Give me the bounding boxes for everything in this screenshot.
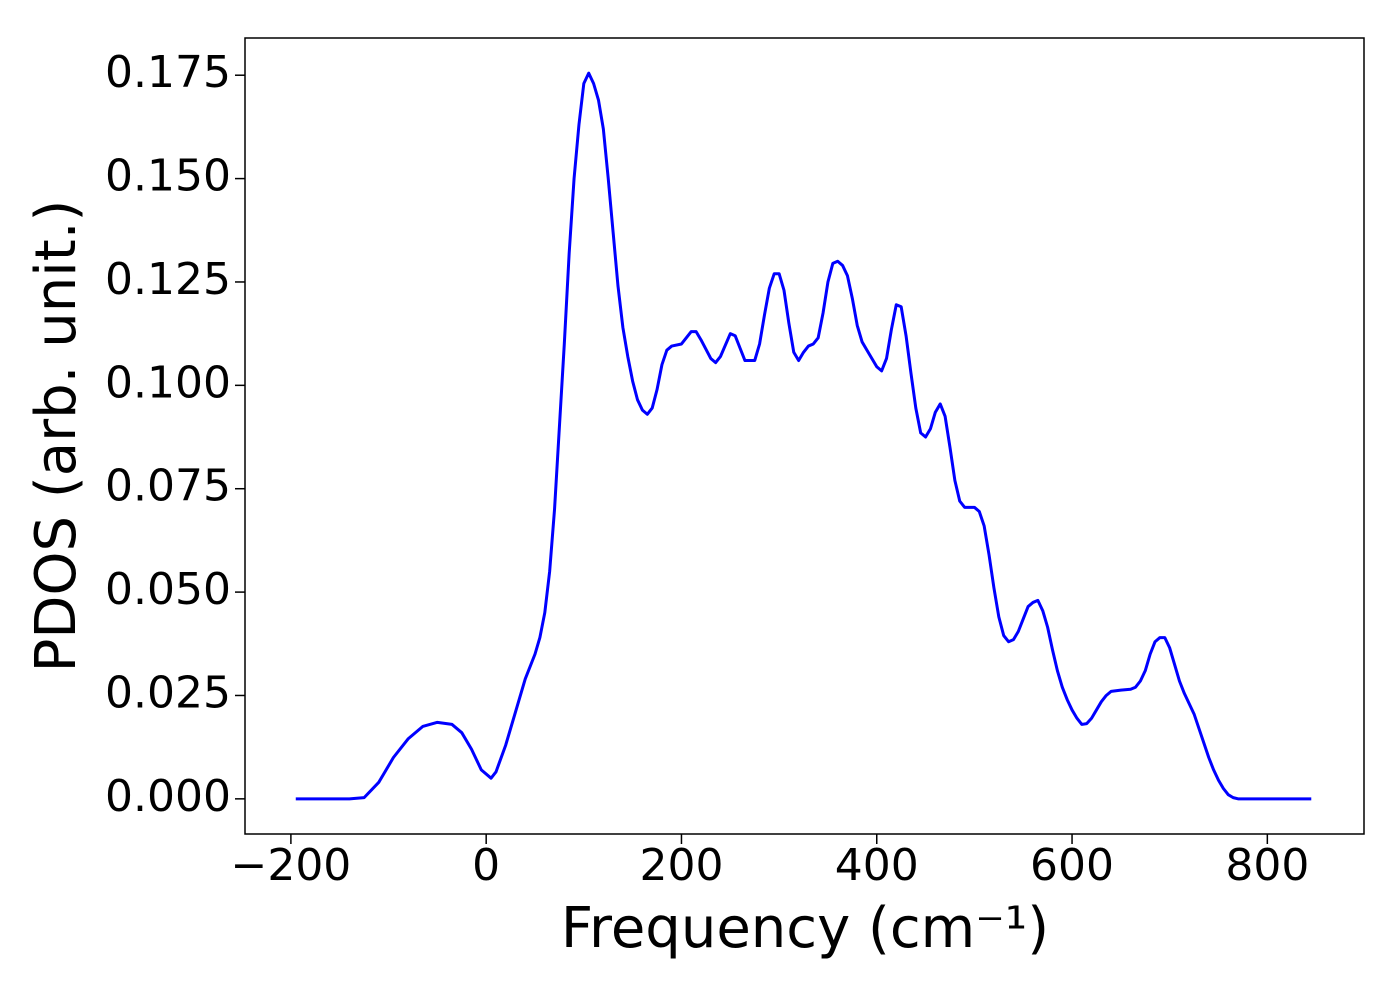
y-tick-label: 0.150 bbox=[105, 151, 231, 202]
plot-frame bbox=[244, 37, 1365, 835]
y-tick-label: 0.125 bbox=[105, 254, 231, 305]
y-tick-label: 0.050 bbox=[105, 564, 231, 615]
x-axis-label: Frequency (cm⁻¹) bbox=[561, 896, 1049, 961]
x-tick-label: 600 bbox=[1030, 840, 1114, 891]
x-tick-label: 0 bbox=[472, 840, 500, 891]
y-tick-label: 0.025 bbox=[105, 667, 231, 718]
y-tick-label: 0.000 bbox=[105, 771, 231, 822]
x-tick-label: 800 bbox=[1225, 840, 1309, 891]
y-axis-label: PDOS (arb. unit.) bbox=[24, 200, 89, 673]
x-tick-label: 400 bbox=[835, 840, 919, 891]
x-tick-label: −200 bbox=[230, 840, 351, 891]
x-tick-label: 200 bbox=[639, 840, 723, 891]
y-tick-label: 0.100 bbox=[105, 357, 231, 408]
data-line bbox=[295, 71, 1312, 801]
y-tick-label: 0.175 bbox=[105, 47, 231, 98]
y-tick-label: 0.075 bbox=[105, 461, 231, 512]
